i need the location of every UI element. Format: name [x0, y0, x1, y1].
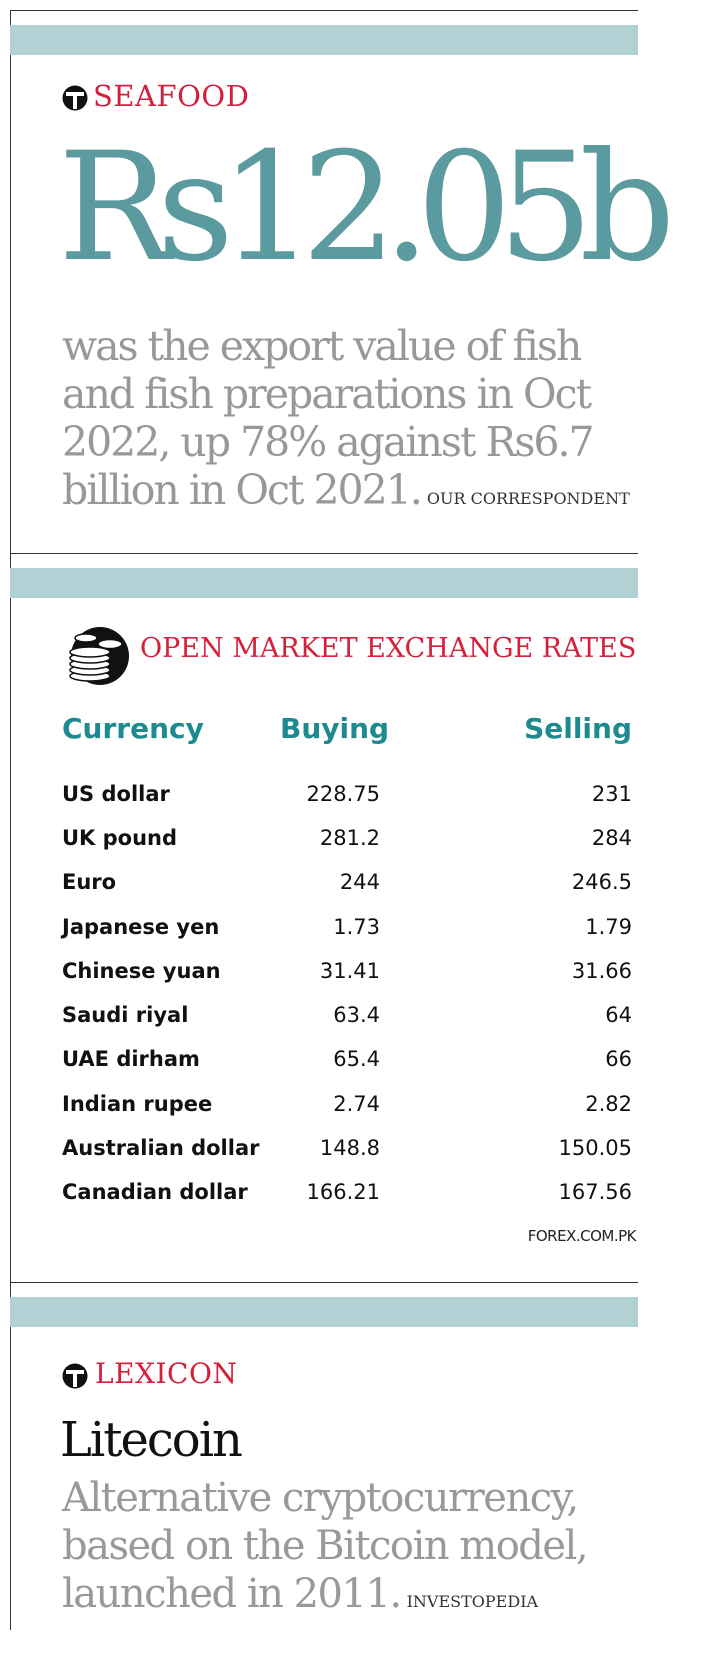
row-buying: 2.74 [333, 1092, 380, 1116]
row-currency: Chinese yuan [62, 959, 221, 983]
row-buying: 244 [339, 870, 380, 894]
table-row: Australian dollar 148.8 150.05 [62, 1136, 632, 1180]
exchange-band [10, 568, 638, 598]
table-row: Saudi riyal 63.4 64 [62, 1003, 632, 1047]
left-rule-3 [10, 1282, 11, 1630]
row-currency: UAE dirham [62, 1047, 200, 1071]
tribune-t-icon [62, 1363, 88, 1389]
row-buying: 148.8 [319, 1136, 380, 1160]
lexicon-band [10, 1297, 638, 1327]
row-buying: 65.4 [333, 1047, 380, 1071]
row-buying: 1.73 [333, 915, 380, 939]
seafood-figure: Rs12.05b [58, 121, 675, 295]
table-row: UAE dirham 65.4 66 [62, 1047, 632, 1091]
row-selling: 1.79 [585, 915, 632, 939]
row-selling: 231 [591, 782, 632, 806]
header-currency: Currency [62, 712, 204, 745]
seafood-kicker: SEAFOOD [93, 79, 250, 113]
row-currency: Indian rupee [62, 1092, 213, 1116]
divider-1 [10, 553, 638, 554]
header-selling: Selling [524, 712, 632, 745]
coin-stack-icon [69, 627, 129, 685]
table-row: Indian rupee 2.74 2.82 [62, 1092, 632, 1136]
top-rule [10, 10, 638, 11]
table-row: Japanese yen 1.73 1.79 [62, 915, 632, 959]
table-row: UK pound 281.2 284 [62, 826, 632, 870]
seafood-description-text: was the export value of fish and fish pr… [62, 322, 595, 514]
table-row: US dollar 228.75 231 [62, 782, 632, 826]
row-buying: 31.41 [319, 959, 380, 983]
table-row: Chinese yuan 31.41 31.66 [62, 959, 632, 1003]
exchange-kicker: OPEN MARKET EXCHANGE RATES [140, 633, 637, 664]
header-buying: Buying [280, 712, 390, 745]
row-currency: UK pound [62, 826, 178, 850]
seafood-credit: OUR CORRESPONDENT [426, 489, 630, 508]
row-selling: 284 [591, 826, 632, 850]
left-rule-1 [10, 10, 11, 553]
row-buying: 228.75 [306, 782, 380, 806]
lexicon-definition-text: Alternative cryptocurrency, based on the… [62, 1475, 589, 1617]
row-selling: 150.05 [558, 1136, 632, 1160]
row-buying: 281.2 [319, 826, 380, 850]
row-selling: 167.56 [558, 1180, 632, 1204]
divider-2 [10, 1282, 638, 1283]
row-currency: Saudi riyal [62, 1003, 189, 1027]
row-selling: 2.82 [585, 1092, 632, 1116]
row-currency: Japanese yen [62, 915, 220, 939]
row-currency: Euro [62, 870, 117, 894]
lexicon-definition: Alternative cryptocurrency, based on the… [62, 1474, 662, 1626]
lexicon-credit: INVESTOPEDIA [406, 1592, 539, 1611]
row-selling: 31.66 [571, 959, 632, 983]
row-currency: Canadian dollar [62, 1180, 248, 1204]
row-selling: 246.5 [571, 870, 632, 894]
lexicon-term: Litecoin [60, 1412, 243, 1468]
table-row: Canadian dollar 166.21 167.56 [62, 1180, 632, 1224]
row-buying: 166.21 [306, 1180, 380, 1204]
left-rule-2 [10, 553, 11, 1282]
lexicon-kicker: LEXICON [95, 1357, 238, 1390]
exchange-source: FOREX.COM.PK [527, 1227, 637, 1245]
row-currency: Australian dollar [62, 1136, 260, 1160]
table-row: Euro 244 246.5 [62, 870, 632, 914]
row-selling: 66 [605, 1047, 632, 1071]
row-buying: 63.4 [333, 1003, 380, 1027]
row-selling: 64 [605, 1003, 632, 1027]
seafood-description: was the export value of fish and fish pr… [62, 322, 642, 523]
tribune-t-icon [62, 85, 88, 111]
seafood-band [10, 25, 638, 55]
row-currency: US dollar [62, 782, 170, 806]
